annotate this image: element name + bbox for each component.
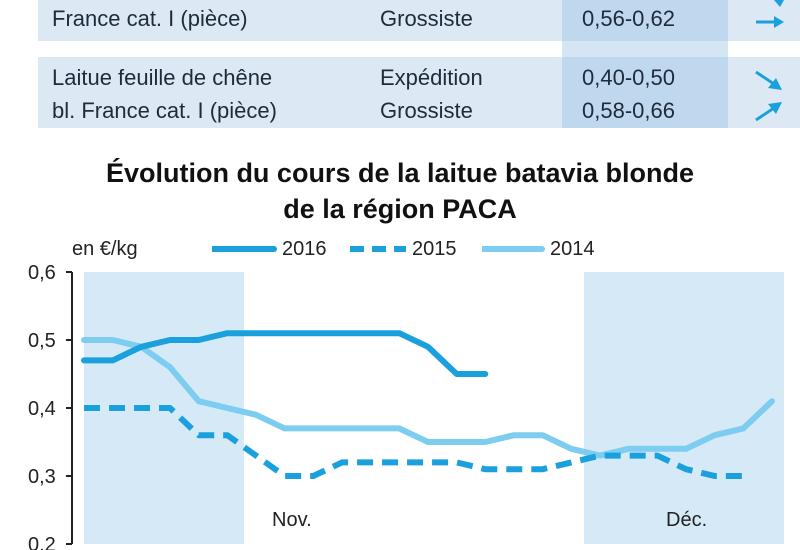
table-cell-product: bl. France cat. I (pièce): [52, 98, 277, 123]
y-tick-label: 0,4: [28, 398, 56, 420]
arrow-right-icon: [756, 16, 784, 28]
table-cell-stage: Grossiste: [380, 6, 473, 31]
arrow-up-right-icon: [755, 102, 782, 122]
legend-label-2014: 2014: [550, 238, 595, 260]
series-lines: [81, 330, 775, 479]
y-axis: 0,2 0,3 0,4 0,5 0,6: [28, 262, 73, 550]
period-shade-right: [584, 272, 784, 544]
table-cell-stage: Grossiste: [380, 98, 473, 123]
table-cell-stage: Expédition: [380, 65, 483, 90]
arrow-down-right-icon: [755, 70, 782, 90]
table-cell-price: 0,40-0,50: [582, 65, 675, 90]
price-column-separator: [562, 41, 728, 57]
series-line-2014: [81, 337, 775, 459]
series-line-2016: [81, 330, 489, 377]
y-tick-label: 0,6: [28, 262, 56, 284]
legend-swatch-2016: [212, 246, 277, 252]
series-line-2015: [84, 405, 744, 479]
legend-item-2014: 2014: [482, 236, 612, 262]
price-column-shade: [562, 0, 728, 128]
chart-subtitle: de la région PACA: [283, 194, 517, 224]
x-month-label-nov: Nov.: [272, 509, 312, 531]
legend-swatch-2014: [482, 246, 545, 252]
y-tick-label: 0,3: [28, 466, 56, 488]
legend-label-2015: 2015: [412, 238, 457, 260]
legend-label-2016: 2016: [282, 238, 327, 260]
legend-item-2015: 2015: [348, 236, 478, 262]
arrow-partial-icon: [774, 0, 784, 7]
table-cell-price: 0,56-0,62: [582, 6, 675, 31]
chart-title: Évolution du cours de la laitue batavia …: [105, 158, 695, 188]
table-cell-product: France cat. I (pièce): [52, 6, 248, 31]
table-cell-price: 0,58-0,66: [582, 98, 675, 123]
legend-swatch-2015: [350, 246, 406, 252]
y-tick-label: 0,5: [28, 330, 56, 352]
legend-item-2016: 2016: [212, 236, 342, 262]
y-axis-unit-label: en €/kg: [72, 238, 138, 260]
y-tick-label: 0,2: [28, 534, 56, 550]
x-month-label-dec: Déc.: [666, 509, 707, 531]
table-cell-product: Laitue feuille de chêne: [52, 65, 273, 90]
